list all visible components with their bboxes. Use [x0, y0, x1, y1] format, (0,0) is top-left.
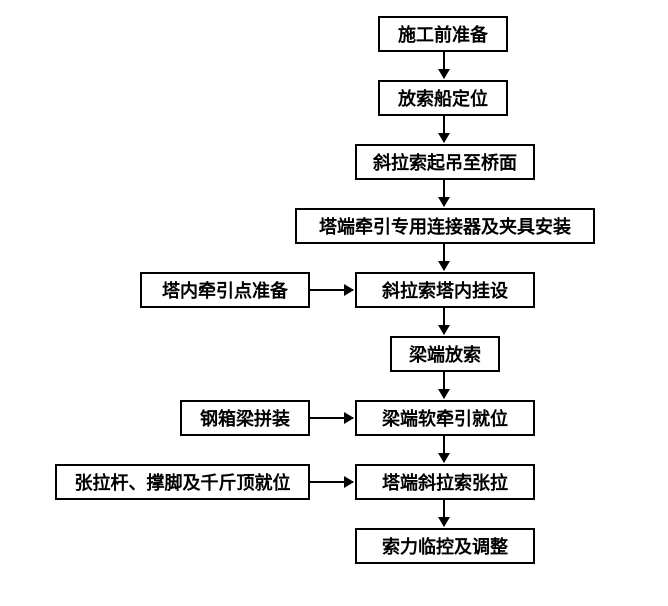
arrow-down-icon: [443, 436, 445, 462]
node-label: 放索船定位: [398, 85, 488, 111]
arrow-down-icon: [443, 244, 445, 270]
arrow-right-icon: [310, 289, 353, 291]
node-tower-pull-prep: 塔内牵引点准备: [140, 272, 310, 308]
node-beam-release: 梁端放索: [390, 336, 500, 372]
arrow-right-icon: [310, 417, 353, 419]
node-label: 斜拉索塔内挂设: [382, 277, 508, 303]
arrow-down-icon: [443, 500, 445, 526]
node-label: 塔内牵引点准备: [162, 277, 288, 303]
node-beam-soft-pull: 梁端软牵引就位: [355, 400, 535, 436]
node-force-adjust: 索力临控及调整: [355, 528, 535, 564]
node-label: 斜拉索起吊至桥面: [373, 149, 517, 175]
node-tower-tension: 塔端斜拉索张拉: [355, 464, 535, 500]
node-jack-prep: 张拉杆、撑脚及千斤顶就位: [55, 464, 310, 500]
node-prep: 施工前准备: [378, 16, 508, 52]
node-label: 塔端斜拉索张拉: [382, 469, 508, 495]
node-connector: 塔端牵引专用连接器及夹具安装: [295, 208, 595, 244]
node-label: 索力临控及调整: [382, 533, 508, 559]
arrow-down-icon: [443, 372, 445, 398]
node-position: 放索船定位: [378, 80, 508, 116]
node-steel-box: 钢箱梁拼装: [180, 400, 310, 436]
node-label: 塔端牵引专用连接器及夹具安装: [319, 213, 571, 239]
node-hoist: 斜拉索起吊至桥面: [355, 144, 535, 180]
arrow-down-icon: [443, 52, 445, 78]
arrow-right-icon: [310, 481, 353, 483]
arrow-down-icon: [443, 180, 445, 206]
node-label: 张拉杆、撑脚及千斤顶就位: [75, 469, 291, 495]
node-label: 施工前准备: [398, 21, 488, 47]
arrow-down-icon: [443, 308, 445, 334]
node-tower-hang: 斜拉索塔内挂设: [355, 272, 535, 308]
node-label: 梁端软牵引就位: [382, 405, 508, 431]
arrow-down-icon: [443, 116, 445, 142]
node-label: 钢箱梁拼装: [200, 405, 290, 431]
node-label: 梁端放索: [409, 341, 481, 367]
